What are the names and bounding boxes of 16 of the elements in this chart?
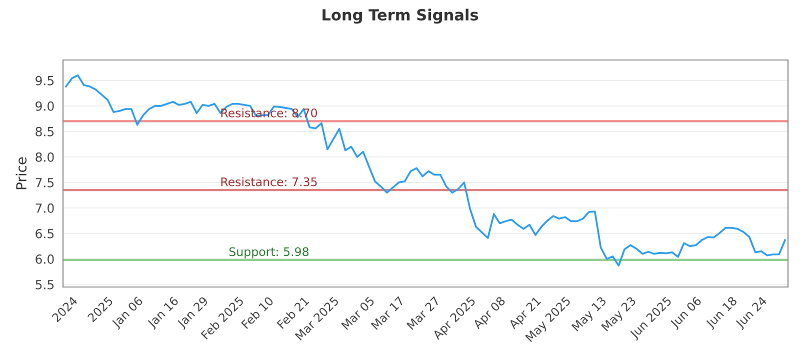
y-axis-title: Price bbox=[16, 157, 27, 190]
x-tick-label: Jan 06 bbox=[110, 296, 145, 330]
ref-line-label: Support: 5.98 bbox=[229, 247, 309, 258]
ref-line-label: Resistance: 7.35 bbox=[221, 177, 317, 186]
chart-title: Long Term Signals bbox=[322, 8, 478, 24]
y-tick-label: 8.0 bbox=[36, 152, 54, 162]
y-tick-label: 6.5 bbox=[36, 228, 54, 238]
y-tick-label: 9.5 bbox=[36, 76, 54, 86]
line-series bbox=[65, 74, 786, 266]
y-tick-label: 7.0 bbox=[36, 203, 54, 213]
x-tick-label: Mar 27 bbox=[406, 296, 440, 330]
y-tick-label: 9.0 bbox=[36, 101, 54, 111]
y-tick-label: 6.0 bbox=[36, 254, 54, 264]
y-tick-label: 5.5 bbox=[36, 280, 54, 290]
y-tick-label: 7.5 bbox=[36, 178, 54, 188]
y-tick-label: 8.5 bbox=[36, 126, 54, 136]
